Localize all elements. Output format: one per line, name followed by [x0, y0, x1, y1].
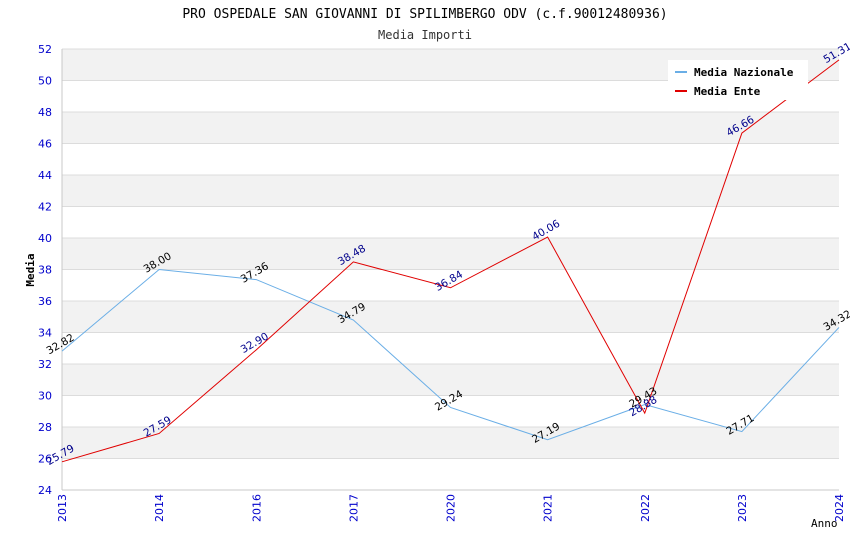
- y-tick-label: 42: [38, 201, 52, 214]
- x-tick-label: 2020: [445, 494, 458, 522]
- y-tick-label: 50: [38, 75, 52, 88]
- background-band: [62, 364, 839, 396]
- y-axis-label: Media: [24, 253, 37, 286]
- background-band: [62, 458, 839, 490]
- background-band: [62, 332, 839, 364]
- background-band: [62, 143, 839, 175]
- series-lines: [61, 59, 840, 463]
- legend-label: Media Nazionale: [694, 66, 794, 79]
- legend-box: [668, 60, 808, 100]
- background-band: [62, 112, 839, 144]
- background-band: [62, 238, 839, 270]
- x-tick-label: 2024: [833, 494, 846, 522]
- y-axis-tick-labels: 24 26 28 30 32 34 36 38 40 42 44 46 48 50 52: [38, 43, 52, 497]
- x-axis-label: Anno: [811, 517, 838, 530]
- x-tick-label: 2014: [153, 494, 166, 522]
- legend-label: Media Ente: [694, 85, 761, 98]
- x-tick-label: 2023: [736, 494, 749, 522]
- y-tick-label: 28: [38, 421, 52, 434]
- y-tick-label: 40: [38, 232, 52, 245]
- x-tick-label: 2016: [250, 494, 263, 522]
- y-tick-label: 34: [38, 327, 52, 340]
- chart-subtitle: Media Importi: [378, 28, 472, 42]
- background-band: [62, 175, 839, 207]
- background-band: [62, 269, 839, 301]
- x-axis-tick-labels: 2013 2014 2016 2017 2020 2021 2022 2023 2024: [56, 494, 846, 522]
- axes: [61, 49, 839, 491]
- y-tick-label: 44: [38, 169, 52, 182]
- y-tick-label: 48: [38, 106, 52, 119]
- y-tick-label: 38: [38, 264, 52, 277]
- y-tick-label: 24: [38, 484, 52, 497]
- y-tick-label: 26: [38, 453, 52, 466]
- plot-background-bands: [62, 49, 839, 490]
- x-tick-label: 2021: [542, 494, 555, 522]
- background-band: [62, 427, 839, 459]
- y-tick-label: 36: [38, 295, 52, 308]
- background-band: [62, 395, 839, 427]
- x-tick-label: 2017: [347, 494, 360, 522]
- y-tick-label: 30: [38, 390, 52, 403]
- y-tick-label: 46: [38, 138, 52, 151]
- x-tick-label: 2022: [639, 494, 652, 522]
- y-tick-label: 32: [38, 358, 52, 371]
- series-line-media-ente: [61, 59, 840, 463]
- background-band: [62, 206, 839, 238]
- legend: Media Nazionale Media Ente: [668, 60, 808, 100]
- series-line-media-nazionale: [61, 268, 840, 441]
- y-tick-label: 52: [38, 43, 52, 56]
- chart-title: PRO OSPEDALE SAN GIOVANNI DI SPILIMBERGO…: [182, 7, 667, 22]
- gridlines: [62, 48, 839, 491]
- background-band: [62, 301, 839, 333]
- x-tick-label: 2013: [56, 494, 69, 522]
